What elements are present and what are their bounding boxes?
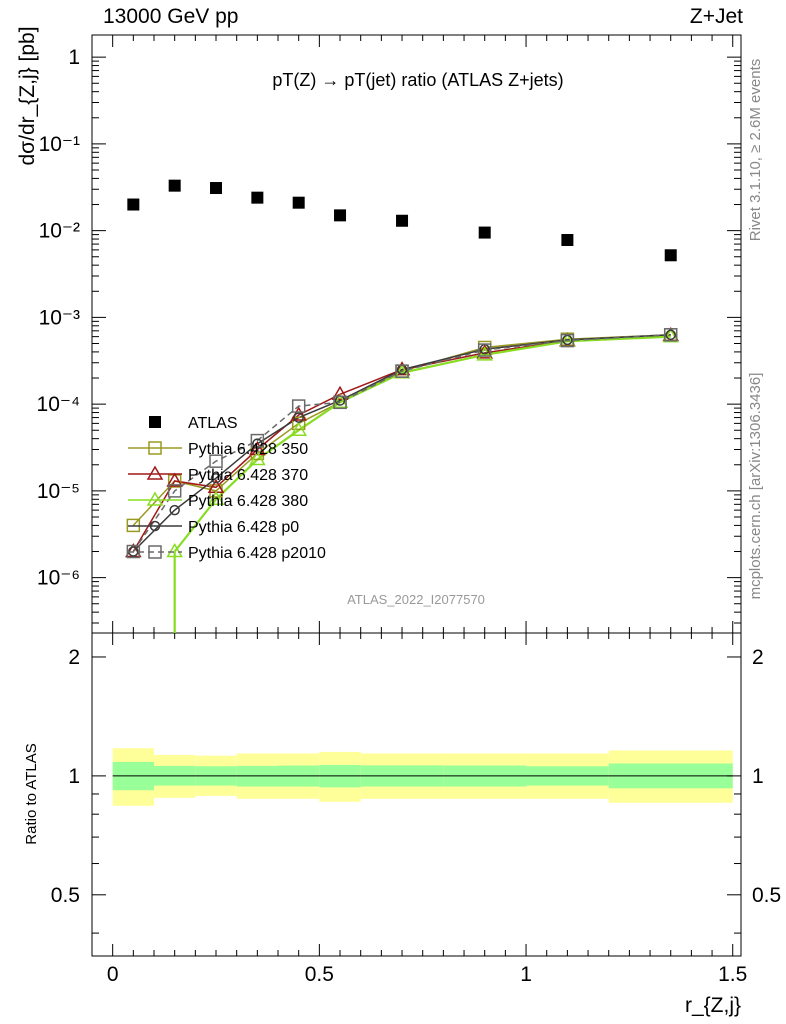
y-tick-label: 10⁻³ — [39, 306, 80, 329]
y-tick-label: 10⁻⁴ — [37, 393, 80, 416]
ratio-y-tick-label: 1 — [68, 765, 80, 788]
atlas-data-point — [168, 179, 181, 192]
mc-point — [252, 438, 263, 449]
legend-marker — [149, 416, 161, 428]
mc-point — [207, 490, 225, 506]
legend-label: Pythia 6.428 p0 — [188, 519, 299, 536]
mc-point — [560, 333, 575, 348]
mc-point — [166, 543, 183, 558]
legend-label: Pythia 6.428 p2010 — [188, 545, 326, 562]
mc-point — [166, 472, 183, 487]
analysis-watermark: ATLAS_2022_I2077570 — [347, 592, 485, 607]
energy-label: 13000 GeV pp — [103, 5, 239, 28]
legend-label: ATLAS — [188, 415, 238, 432]
process-label: Z+Jet — [689, 5, 743, 28]
series-line — [132, 334, 671, 526]
mc-point — [562, 334, 573, 346]
y-axis-title: dσ/dr_{Z,j} [pb] — [16, 26, 39, 165]
atlas-data-point — [334, 209, 347, 222]
mc-point — [209, 454, 223, 468]
mc-point — [662, 328, 680, 343]
ratio-y-axis-title: Ratio to ATLAS — [23, 743, 40, 844]
legend-label: Pythia 6.428 350 — [188, 441, 308, 458]
ratio-y-tick-label-right: 0.5 — [752, 884, 781, 907]
legend-marker — [148, 441, 162, 455]
mc-point — [291, 416, 306, 431]
ratio-y-tick-label: 0.5 — [51, 884, 80, 907]
y-tick-label: 10⁻¹ — [39, 133, 80, 156]
atlas-data-point — [251, 191, 264, 204]
atlas-data-point — [210, 182, 223, 195]
ratio-y-tick-label: 2 — [68, 646, 80, 669]
legend-marker — [146, 465, 164, 480]
mc-point — [249, 451, 266, 466]
atlas-data-point — [127, 198, 140, 211]
series-line — [132, 334, 671, 552]
mc-point — [249, 441, 266, 456]
y-tick-label: 10⁻² — [39, 220, 80, 243]
y-tick-label: 10⁻⁶ — [37, 567, 80, 590]
y-tick-label: 1 — [68, 46, 80, 69]
atlas-data-point — [292, 196, 305, 209]
mc-point — [167, 484, 182, 498]
atlas-data-point — [396, 214, 409, 227]
mc-point — [476, 346, 494, 361]
y-tick-label: 10⁻⁵ — [37, 480, 80, 503]
legend-marker — [149, 520, 161, 532]
x-tick-label: 0.5 — [305, 963, 334, 986]
mc-point — [290, 421, 307, 436]
ratio-plot-frame — [91, 632, 742, 957]
mc-point — [477, 343, 492, 357]
mc-point — [250, 433, 265, 448]
mc-point — [291, 399, 306, 413]
legend-label: Pythia 6.428 370 — [188, 467, 308, 484]
mc-point — [210, 472, 222, 484]
plot-title: pT(Z) → pT(jet) ratio (ATLAS Z+jets) — [272, 70, 563, 90]
rivet-version-label: Rivet 3.1.10, ≥ 2.6M events — [747, 59, 764, 242]
atlas-data-point — [664, 249, 677, 262]
mc-point — [665, 329, 676, 341]
mc-point — [331, 385, 349, 401]
x-axis-title: r_{Z,j} — [685, 994, 741, 1017]
x-tick-label: 1.5 — [718, 963, 747, 986]
mc-point — [395, 364, 409, 378]
atlas-data-point — [561, 234, 574, 247]
legend-marker — [146, 491, 164, 506]
mc-point — [169, 504, 180, 516]
ratio-y-tick-label-right: 2 — [752, 646, 764, 669]
x-tick-label: 0 — [107, 963, 119, 986]
ratio-y-tick-label-right: 1 — [752, 765, 764, 788]
mc-point — [333, 395, 347, 410]
x-tick-label: 1 — [520, 963, 532, 986]
data-layer — [125, 179, 680, 633]
series-line — [132, 334, 671, 553]
legend-label: Pythia 6.428 380 — [188, 493, 308, 510]
mc-point — [293, 412, 304, 423]
mc-point — [331, 393, 349, 409]
main-plot-frame — [91, 34, 742, 634]
mc-point — [663, 328, 678, 342]
atlas-data-point — [478, 226, 491, 239]
mcplots-label: mcplots.cern.ch [arXiv:1306.3436] — [747, 373, 764, 600]
legend-marker — [148, 545, 162, 559]
